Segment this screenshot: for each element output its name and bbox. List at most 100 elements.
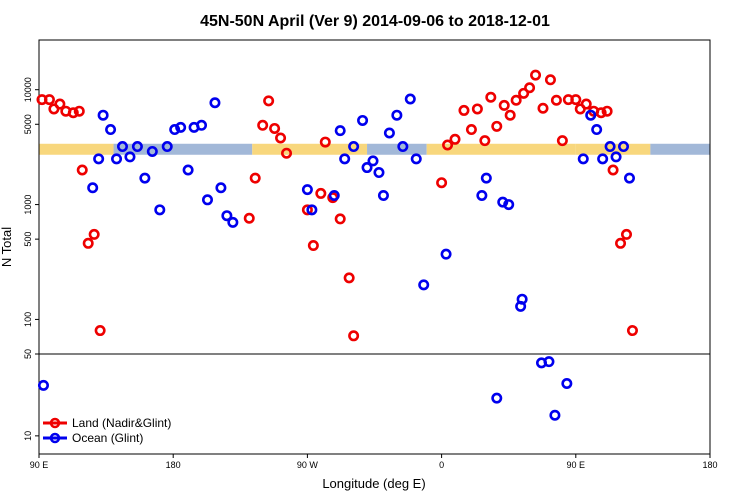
land-data-point xyxy=(556,135,568,147)
land-data-point xyxy=(67,107,79,119)
strip-segment-land xyxy=(426,143,576,155)
land-data-point xyxy=(73,105,85,117)
x-axis-label: Longitude (deg E) xyxy=(322,476,425,491)
ocean-data-point xyxy=(154,204,166,216)
ocean-data-point xyxy=(37,379,49,391)
land-data-point xyxy=(626,325,638,337)
land-data-point xyxy=(263,95,275,107)
land-data-point xyxy=(257,119,269,131)
land-data-point xyxy=(281,147,293,159)
ocean-data-point xyxy=(201,194,213,206)
ocean-data-point xyxy=(93,153,105,165)
strip-segment-ocean xyxy=(113,143,253,155)
ocean-data-point xyxy=(391,109,403,121)
ocean-data-point xyxy=(585,109,597,121)
land-data-point xyxy=(607,164,619,176)
land-data-point xyxy=(442,139,454,151)
ocean-data-point xyxy=(105,124,117,136)
land-data-point xyxy=(436,177,448,189)
ocean-data-point xyxy=(301,184,313,196)
land-data-point xyxy=(269,122,281,134)
land-data-point xyxy=(449,133,461,145)
land-data-point xyxy=(524,82,536,94)
x-tick-label: 180 xyxy=(702,460,717,470)
ocean-data-point xyxy=(348,141,360,153)
land-data-point xyxy=(94,325,106,337)
y-axis-label: N Total xyxy=(0,227,14,267)
ocean-data-point xyxy=(215,182,227,194)
ocean-data-point xyxy=(175,121,187,133)
legend-label-ocean: Ocean (Glint) xyxy=(72,431,143,445)
land-data-point xyxy=(82,237,94,249)
ocean-data-point xyxy=(339,153,351,165)
x-tick-label: 90 W xyxy=(297,460,319,470)
y-tick-label: 50 xyxy=(23,349,33,359)
land-data-point xyxy=(54,98,66,110)
strip-segment-land xyxy=(252,143,368,155)
ocean-data-point xyxy=(543,356,555,368)
ocean-data-point xyxy=(497,196,509,208)
y-tick-label: 10 xyxy=(23,431,33,441)
land-data-point xyxy=(550,94,562,106)
ocean-data-point xyxy=(404,93,416,105)
land-data-point xyxy=(504,109,516,121)
legend-item-ocean: Ocean (Glint) xyxy=(43,431,143,445)
ocean-data-point xyxy=(209,97,221,109)
ocean-data-point xyxy=(196,119,208,131)
land-data-point xyxy=(580,98,592,110)
land-data-point xyxy=(601,105,613,117)
land-data-point xyxy=(334,213,346,225)
ocean-data-point xyxy=(328,189,340,201)
x-tick-label: 90 E xyxy=(30,460,49,470)
legend-item-land: Land (Nadir&Glint) xyxy=(43,416,171,430)
land-data-point xyxy=(595,107,607,119)
plot-frame xyxy=(38,39,711,455)
strip-segment-land xyxy=(39,143,114,155)
axes xyxy=(38,39,711,455)
land-data-point xyxy=(307,240,319,252)
land-data-point xyxy=(510,94,522,106)
ocean-data-point xyxy=(139,172,151,184)
land-data-point xyxy=(43,94,55,106)
ocean-data-point xyxy=(476,189,488,201)
ocean-data-point xyxy=(169,124,181,136)
land-data-point xyxy=(465,124,477,136)
land-data-point xyxy=(537,102,549,114)
strip-segment-ocean xyxy=(650,143,710,155)
x-tick-label: 180 xyxy=(166,460,181,470)
land-data-point xyxy=(249,172,261,184)
y-tick-label: 5000 xyxy=(23,114,33,134)
y-tick-label: 10000 xyxy=(23,77,33,102)
land-data-point xyxy=(620,228,632,240)
ocean-data-point xyxy=(377,189,389,201)
land-data-point xyxy=(343,272,355,284)
land-data-point xyxy=(570,94,582,106)
y-tick-label: 100 xyxy=(23,312,33,327)
y-tick-label: 500 xyxy=(23,232,33,247)
land-data-point xyxy=(458,104,470,116)
x-tick-label: 0 xyxy=(439,460,444,470)
ocean-data-point xyxy=(577,153,589,165)
land-data-point xyxy=(491,120,503,132)
chart-title: 45N-50N April (Ver 9) 2014-09-06 to 2018… xyxy=(200,13,550,30)
ocean-data-point xyxy=(549,409,561,421)
land-data-point xyxy=(275,132,287,144)
ocean-data-point xyxy=(87,182,99,194)
ocean-data-point xyxy=(561,377,573,389)
land-data-point xyxy=(485,91,497,103)
y-tick-label: 1000 xyxy=(23,195,33,215)
land-data-point xyxy=(544,74,556,86)
ocean-data-point xyxy=(591,124,603,136)
ocean-data-point xyxy=(440,248,452,260)
ocean-data-point xyxy=(361,162,373,174)
ocean-data-point xyxy=(410,153,422,165)
land-data-point xyxy=(518,87,530,99)
land-data-point xyxy=(530,69,542,81)
data-points xyxy=(36,69,638,421)
ocean-data-point xyxy=(227,216,239,228)
ocean-data-point xyxy=(367,155,379,167)
legend: Land (Nadir&Glint) Ocean (Glint) xyxy=(43,416,171,445)
ocean-data-point xyxy=(597,153,609,165)
ocean-data-point xyxy=(618,141,630,153)
